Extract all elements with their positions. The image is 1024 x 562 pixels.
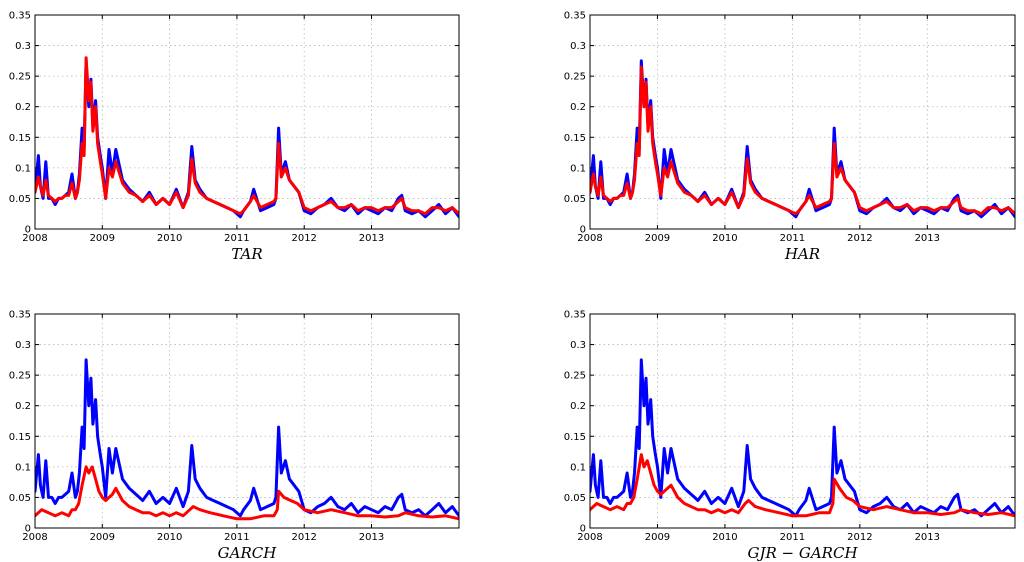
- x-tick-label: 2010: [712, 233, 737, 244]
- y-tick-label: 0: [580, 524, 586, 535]
- y-tick-label: 0.05: [564, 194, 586, 205]
- y-tick-label: 0.25: [9, 371, 31, 382]
- plot-area-har: [590, 15, 1015, 229]
- panel-title-gjr-garch: GJR − GARCH: [747, 544, 858, 562]
- x-tick-label: 2012: [291, 233, 316, 244]
- y-tick-label: 0.3: [570, 41, 586, 52]
- panel-gjr-garch: 0 0.05 0.1 0.15 0.2 0.25 0.3 0.35 2008 2009 2010 20…: [564, 310, 1016, 562]
- y-tick-label: 0.15: [564, 432, 586, 443]
- panel-tar: 0 0.05 0.1 0.15 0.2 0.25 0.3 0.35 2008 2009 2010 20…: [9, 11, 460, 263]
- y-tick-label: 0.25: [9, 72, 31, 83]
- y-tick-label: 0.2: [15, 102, 31, 113]
- x-tick-label: 2013: [915, 532, 940, 543]
- x-tick-label: 2009: [645, 532, 670, 543]
- plot-area-gjr-garch: [590, 314, 1015, 528]
- x-tick-label: 2013: [359, 233, 384, 244]
- y-tick-label: 0.2: [570, 102, 586, 113]
- y-tick-label: 0.2: [570, 401, 586, 412]
- y-tick-label: 0.35: [9, 310, 31, 321]
- x-tick-label: 2011: [224, 532, 249, 543]
- y-tick-label: 0.25: [564, 371, 586, 382]
- axes-frame: [34, 313, 460, 529]
- x-tick-label: 2013: [359, 532, 384, 543]
- x-tick-label: 2012: [847, 532, 872, 543]
- x-tick-label: 2010: [712, 532, 737, 543]
- panel-garch: 0 0.05 0.1 0.15 0.2 0.25 0.3 0.35 2008 2009 2010 20…: [9, 310, 460, 562]
- x-tick-label: 2009: [90, 532, 115, 543]
- x-tick-label: 2009: [90, 233, 115, 244]
- y-tick-label: 0.1: [570, 462, 586, 473]
- y-tick-label: 0: [25, 225, 31, 236]
- series-line-realized: [35, 358, 459, 518]
- panel-title-tar: TAR: [231, 245, 262, 263]
- x-tick-label: 2013: [915, 233, 940, 244]
- x-tick-label: 2008: [22, 233, 47, 244]
- series-line-realized: [590, 358, 1015, 518]
- series-line-forecast: [35, 56, 459, 216]
- y-tick-label: 0.25: [564, 72, 586, 83]
- series-line-forecast: [590, 453, 1015, 518]
- y-tick-label: 0.05: [9, 493, 31, 504]
- x-tick-label: 2012: [847, 233, 872, 244]
- x-tick-label: 2010: [157, 233, 182, 244]
- y-tick-label: 0.3: [15, 340, 31, 351]
- y-tick-label: 0.2: [15, 401, 31, 412]
- axes-frame: [34, 14, 460, 230]
- series-line-forecast: [35, 465, 459, 521]
- x-tick-label: 2008: [577, 233, 602, 244]
- plot-area-garch: [35, 314, 459, 528]
- y-tick-label: 0.3: [15, 41, 31, 52]
- y-tick-label: 0.15: [9, 133, 31, 144]
- y-tick-label: 0.1: [570, 163, 586, 174]
- x-tick-label: 2009: [645, 233, 670, 244]
- y-tick-label: 0.35: [564, 310, 586, 321]
- y-tick-label: 0.05: [564, 493, 586, 504]
- series-line-forecast: [590, 65, 1015, 216]
- panel-title-har: HAR: [784, 245, 820, 263]
- y-tick-label: 0.3: [570, 340, 586, 351]
- y-tick-label: 0: [25, 524, 31, 535]
- panel-title-garch: GARCH: [218, 544, 278, 562]
- x-tick-label: 2008: [22, 532, 47, 543]
- x-tick-label: 2011: [224, 233, 249, 244]
- y-tick-label: 0.1: [15, 163, 31, 174]
- x-tick-label: 2012: [291, 532, 316, 543]
- x-tick-label: 2011: [780, 532, 805, 543]
- plot-area-tar: [35, 15, 459, 229]
- x-tick-label: 2010: [157, 532, 182, 543]
- y-tick-label: 0.35: [9, 11, 31, 22]
- y-tick-label: 0.15: [564, 133, 586, 144]
- y-tick-label: 0: [580, 225, 586, 236]
- y-tick-label: 0.1: [15, 462, 31, 473]
- x-tick-label: 2008: [577, 532, 602, 543]
- y-tick-label: 0.05: [9, 194, 31, 205]
- y-tick-label: 0.15: [9, 432, 31, 443]
- y-tick-label: 0.35: [564, 11, 586, 22]
- panel-har: 0 0.05 0.1 0.15 0.2 0.25 0.3 0.35 2008 2009 2010 20…: [564, 11, 1016, 263]
- axes-frame: [589, 313, 1016, 529]
- axes-frame: [589, 14, 1016, 230]
- x-tick-label: 2011: [780, 233, 805, 244]
